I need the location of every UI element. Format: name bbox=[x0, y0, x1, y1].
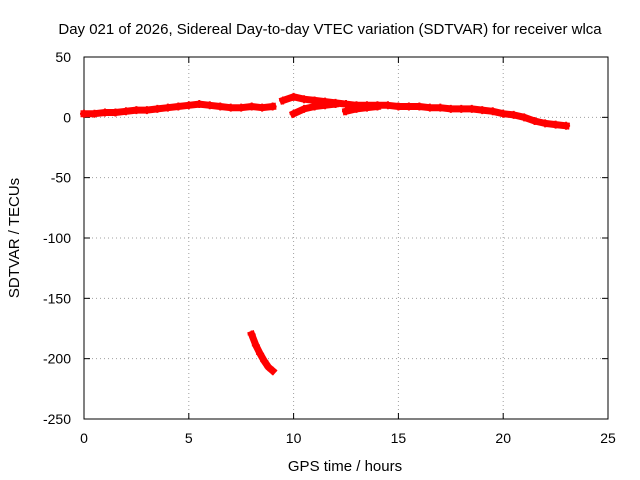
y-tick-label: 0 bbox=[63, 109, 71, 125]
data-point bbox=[258, 103, 267, 112]
data-point bbox=[264, 363, 273, 372]
y-tick-label: -150 bbox=[43, 290, 71, 306]
data-point bbox=[310, 102, 319, 111]
x-tick-label: 25 bbox=[600, 430, 616, 446]
data-point bbox=[331, 100, 340, 109]
data-point bbox=[260, 357, 269, 366]
data-point bbox=[562, 121, 571, 130]
data-point bbox=[205, 101, 214, 110]
data-point bbox=[404, 102, 413, 111]
data-point bbox=[530, 116, 539, 125]
data-point bbox=[111, 108, 120, 117]
data-point bbox=[352, 104, 361, 113]
x-tick-label: 0 bbox=[80, 430, 88, 446]
data-point bbox=[509, 110, 518, 119]
data-point bbox=[342, 107, 350, 116]
data-point bbox=[80, 109, 88, 118]
data-point bbox=[256, 349, 265, 358]
data-point bbox=[373, 102, 382, 111]
data-point bbox=[446, 104, 455, 113]
data-point bbox=[457, 104, 466, 113]
data-point bbox=[237, 103, 246, 112]
series-segment bbox=[247, 329, 278, 376]
x-tick-label: 5 bbox=[185, 430, 193, 446]
data-point bbox=[520, 113, 529, 122]
data-point bbox=[226, 103, 235, 112]
data-point bbox=[251, 341, 260, 350]
data-point bbox=[321, 101, 330, 110]
data-point bbox=[247, 330, 256, 339]
y-tick-label: -250 bbox=[43, 411, 71, 427]
data-point bbox=[289, 109, 298, 118]
y-tick-label: -100 bbox=[43, 230, 71, 246]
x-tick-label: 20 bbox=[495, 430, 511, 446]
data-point bbox=[153, 104, 162, 113]
data-point bbox=[362, 103, 371, 112]
y-tick-label: -200 bbox=[43, 351, 71, 367]
data-point bbox=[383, 101, 392, 110]
tick-layer: 0 5 10 15 20 25 50 0 -50 -100 -150 -200 -250 bbox=[43, 49, 616, 446]
data-point bbox=[342, 100, 350, 109]
data-point bbox=[216, 102, 225, 111]
data-point bbox=[268, 366, 277, 375]
series-layer bbox=[80, 92, 571, 376]
y-axis-label: SDTVAR / TECUs bbox=[6, 178, 23, 298]
data-point bbox=[247, 102, 256, 111]
chart-title: Day 021 of 2026, Sidereal Day-to-day VTE… bbox=[58, 21, 602, 38]
data-point bbox=[300, 95, 309, 104]
data-point bbox=[268, 102, 277, 111]
data-point bbox=[163, 103, 172, 112]
data-point bbox=[174, 102, 183, 111]
series-segment bbox=[341, 102, 382, 116]
data-point bbox=[541, 119, 550, 128]
data-point bbox=[415, 102, 424, 111]
x-tick-label: 10 bbox=[286, 430, 302, 446]
data-point bbox=[132, 106, 141, 115]
y-tick-label: 50 bbox=[55, 49, 71, 65]
x-axis-label: GPS time / hours bbox=[288, 458, 402, 475]
data-point bbox=[100, 108, 109, 117]
data-point bbox=[279, 96, 288, 105]
data-point bbox=[195, 100, 204, 109]
data-point bbox=[467, 104, 476, 113]
data-point bbox=[90, 109, 99, 118]
data-point bbox=[499, 109, 508, 118]
data-point bbox=[488, 107, 497, 116]
x-tick-label: 15 bbox=[391, 430, 407, 446]
data-point bbox=[121, 107, 130, 116]
data-point bbox=[289, 92, 298, 101]
data-point bbox=[300, 104, 309, 113]
data-point bbox=[184, 101, 193, 110]
data-point bbox=[551, 120, 560, 129]
data-point bbox=[142, 106, 151, 115]
data-point bbox=[436, 103, 445, 112]
data-point bbox=[478, 106, 487, 115]
data-point bbox=[425, 103, 434, 112]
data-point bbox=[394, 102, 403, 111]
y-tick-label: -50 bbox=[51, 170, 71, 186]
